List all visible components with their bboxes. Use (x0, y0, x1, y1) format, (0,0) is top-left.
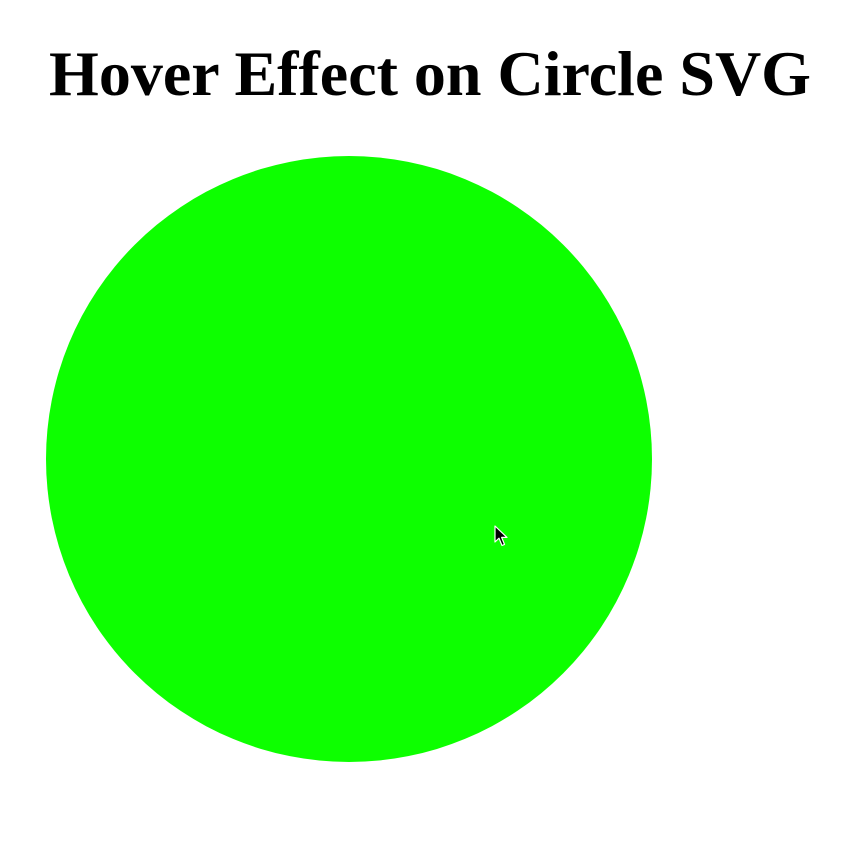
hover-circle[interactable] (46, 156, 652, 762)
page-title: Hover Effect on Circle SVG (49, 38, 811, 109)
